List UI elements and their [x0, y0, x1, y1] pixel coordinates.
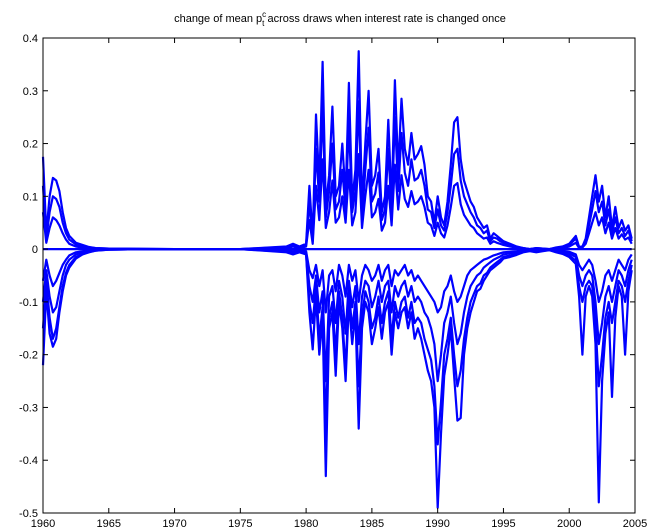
y-tick-label: 0.3 [23, 86, 38, 98]
series-layer [41, 50, 633, 509]
plot-frame [42, 37, 636, 514]
y-tick-label: -0.1 [19, 297, 38, 309]
chart-title-suffix: across draws when interest rate is chang… [264, 13, 506, 25]
series-line-6 [41, 248, 633, 383]
x-tick-label: 1985 [360, 518, 384, 529]
series-line-3 [41, 153, 633, 251]
series-line-2 [41, 100, 633, 251]
x-tick-label: 1965 [97, 518, 121, 529]
x-tick-label: 1975 [228, 518, 252, 529]
y-tick-label: -0.3 [19, 402, 38, 414]
y-tick-label: 0 [32, 244, 38, 256]
y-tick-label: -0.2 [19, 350, 38, 362]
x-tick-label: 1970 [162, 518, 186, 529]
y-tick-label: -0.4 [19, 455, 38, 467]
chart-title-subscript: t [262, 19, 265, 28]
chart-title-superscript: c [262, 10, 266, 19]
x-tick-label: 1960 [31, 518, 55, 529]
chart-title: change of mean pc t across draws when int… [174, 10, 506, 28]
axes-layer: 1960 1965 1970 1975 1980 1985 1990 1995 2000 2005… [19, 33, 647, 529]
chart-title-prefix: change of mean p [174, 13, 262, 25]
y-tick-label: 0.2 [23, 139, 38, 151]
x-tick-label: 1990 [425, 518, 449, 529]
series-line-8 [41, 248, 633, 509]
y-tick-label: -0.5 [19, 508, 38, 520]
x-tick-label: 1980 [294, 518, 318, 529]
x-tick-label: 2000 [557, 518, 581, 529]
y-tick-label: 0.1 [23, 191, 38, 203]
x-tick-label: 1995 [491, 518, 515, 529]
y-tick-label: 0.4 [23, 33, 38, 45]
x-tick-label: 2005 [623, 518, 647, 529]
